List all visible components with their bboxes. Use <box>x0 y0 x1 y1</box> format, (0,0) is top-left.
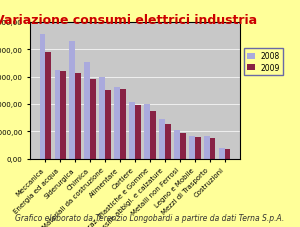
Bar <box>204 137 210 159</box>
Bar <box>55 71 60 159</box>
Bar <box>60 71 66 159</box>
Text: Grafico elaborato da Terenzio Longobardi a partire da dati Terna S.p.A.: Grafico elaborato da Terenzio Longobardi… <box>15 214 285 222</box>
Bar <box>45 53 51 159</box>
Bar <box>129 102 135 159</box>
Bar <box>165 125 171 159</box>
Bar <box>135 106 141 159</box>
Bar <box>90 79 96 159</box>
Bar <box>120 90 126 159</box>
Bar <box>150 111 156 159</box>
Bar <box>225 149 230 159</box>
Bar <box>195 138 200 159</box>
Bar <box>189 136 195 159</box>
Bar <box>210 139 215 159</box>
Bar <box>180 134 186 159</box>
Bar <box>114 88 120 159</box>
Bar <box>174 130 180 159</box>
Bar <box>40 35 45 159</box>
Bar <box>75 73 81 159</box>
Bar <box>99 77 105 159</box>
Bar <box>84 63 90 159</box>
Bar <box>144 105 150 159</box>
Bar <box>159 119 165 159</box>
Legend: 2008, 2009: 2008, 2009 <box>244 49 283 76</box>
Text: Variazione consumi elettrici industria: Variazione consumi elettrici industria <box>0 14 257 27</box>
Bar <box>105 90 111 159</box>
Bar <box>219 148 225 159</box>
Bar <box>70 42 75 159</box>
